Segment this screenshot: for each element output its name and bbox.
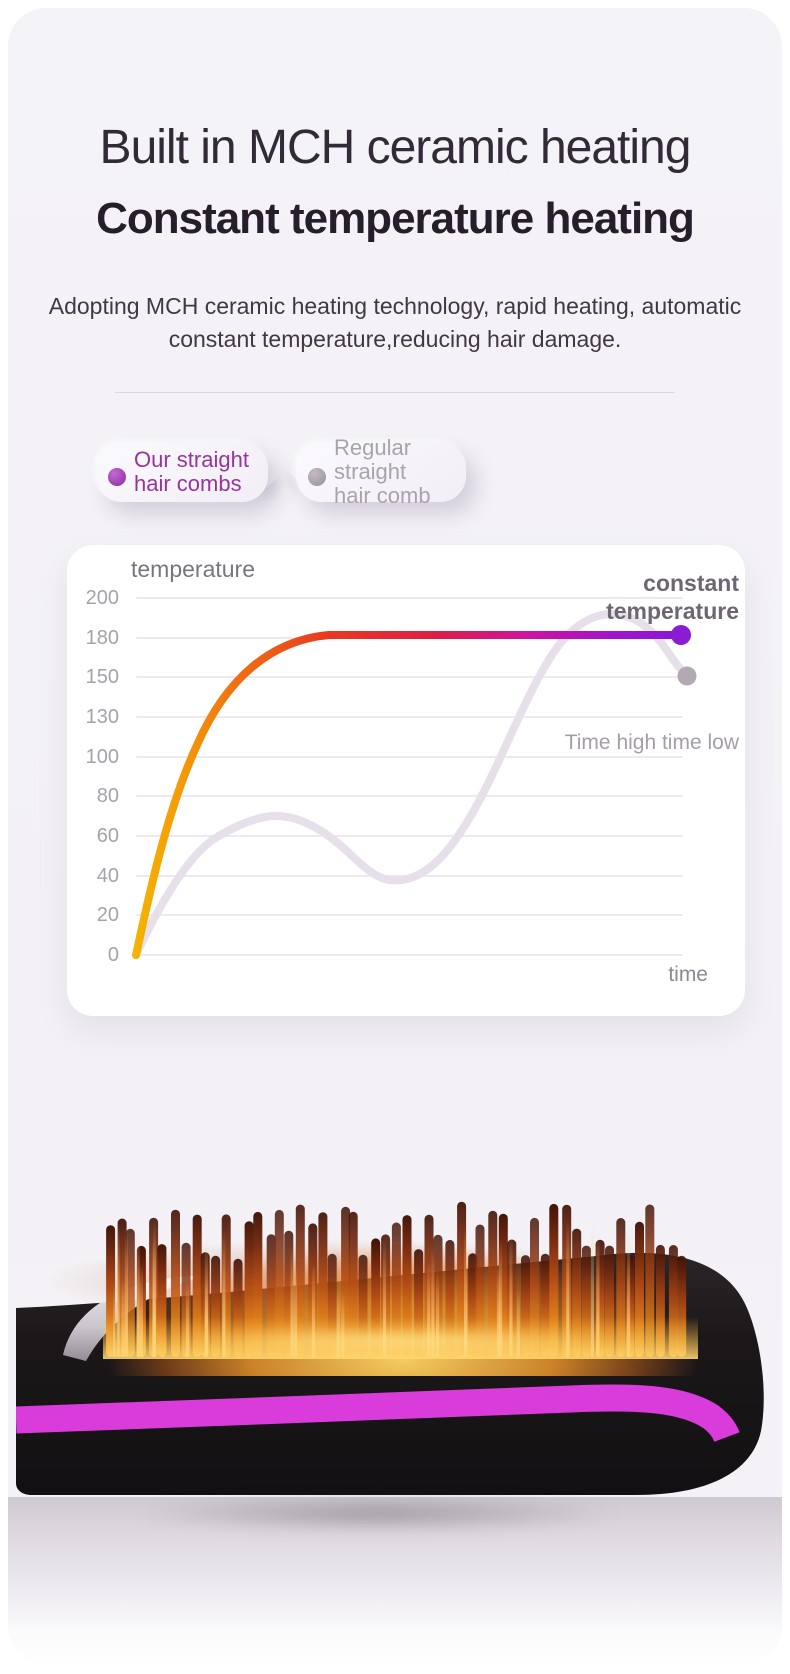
ember-base-glow [118,1324,678,1358]
y-tick-label: 200 [85,587,119,609]
legend-regular-comb: Regular straight hair comb [296,436,466,508]
y-tick-label: 100 [85,745,119,768]
magenta-accent-stripe [16,1384,740,1443]
y-tick-label: 130 [85,706,119,728]
legend-dot-icon [308,468,326,486]
y-tick-label: 180 [85,626,119,649]
surface-reflection [8,1497,782,1664]
regular-comb-curve [132,609,691,959]
annotation-time-high-low: Time high time low [564,731,739,754]
page-subtitle: Constant temperature heating [96,194,695,243]
y-tick-label: 0 [107,944,119,967]
y-tick-label: 150 [85,666,119,689]
body-reflection-shadow [38,1498,718,1550]
y-tick-label: 60 [96,825,119,848]
gridline [136,835,683,838]
y-axis-title: temperature [131,556,256,582]
gridline [136,914,683,917]
y-tick-label: 80 [96,785,119,808]
regular-endpoint-dot [677,666,697,686]
chart-curves [132,609,697,959]
x-axis-title: time [668,963,708,986]
annotation-constant-temperature: constant temperature [606,570,739,624]
legend-our-straight-combs: Our straight hair combs [96,442,268,502]
gridline [136,755,683,758]
gridline [136,954,683,957]
page-description: Adopting MCH ceramic heating technology,… [48,293,742,352]
content-panel: Built in MCH ceramic heating Constant te… [8,8,782,1664]
gridline [136,676,683,679]
legend-label: Regular straight hair comb [334,435,431,508]
gridline [136,716,683,718]
divider [115,392,675,393]
legend-dot-icon [108,468,126,486]
our-comb-curve [132,631,685,959]
y-tick-label: 40 [96,864,119,887]
gridline [136,795,683,798]
temperature-chart-card: temperature 200 180 150 130 100 80 60 40 20 0 con… [67,545,745,1016]
constant-endpoint-dot [671,625,691,645]
legend-label: Our straight hair combs [134,447,249,496]
y-tick-label: 20 [96,904,119,927]
page-title: Built in MCH ceramic heating [99,121,692,174]
gridline [136,597,683,599]
